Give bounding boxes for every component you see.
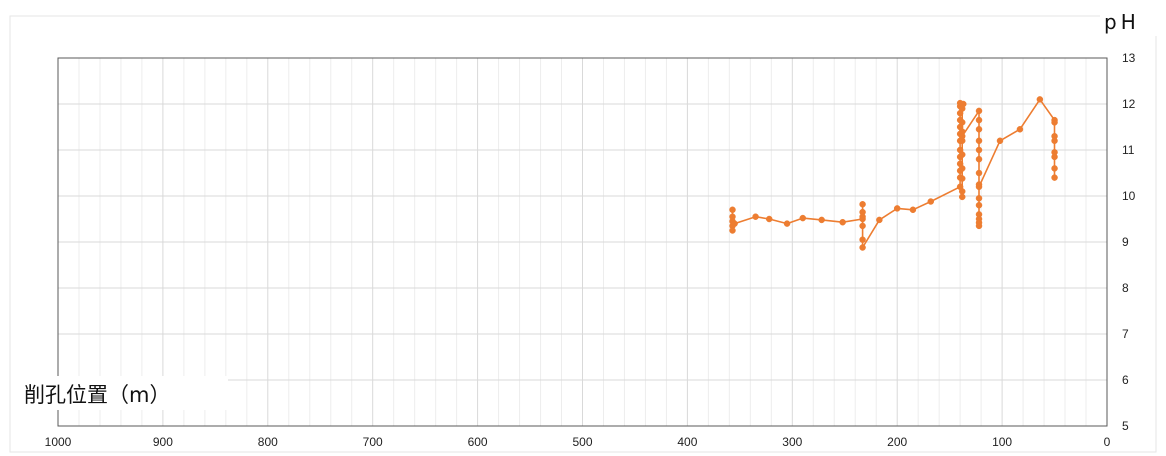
data-point	[1036, 96, 1044, 103]
data-point	[731, 220, 738, 227]
data-point	[958, 165, 966, 172]
data-point	[1051, 174, 1058, 181]
y-tick-label: 7	[1122, 327, 1129, 341]
data-point	[859, 244, 866, 251]
data-point	[975, 126, 983, 133]
data-point	[783, 220, 791, 227]
data-point	[975, 116, 983, 124]
data-point	[859, 213, 866, 220]
x-tick-label: 800	[258, 435, 278, 449]
y-axis-title: pH	[1104, 10, 1140, 34]
x-axis-title: 削孔位置（m）	[24, 383, 170, 407]
y-tick-label: 11	[1122, 143, 1135, 157]
data-point	[876, 216, 883, 224]
y-tick-label: 12	[1122, 97, 1136, 111]
y-tick-label: 6	[1122, 373, 1129, 387]
data-point	[909, 206, 917, 214]
y-tick-label: 9	[1122, 235, 1129, 249]
data-point	[765, 215, 773, 223]
data-point	[975, 155, 983, 163]
x-tick-label: 100	[992, 435, 1012, 449]
data-point	[893, 205, 901, 212]
data-point	[975, 183, 983, 191]
data-point	[927, 198, 935, 205]
data-point	[729, 206, 736, 214]
x-axis-title-background	[20, 376, 228, 410]
data-point	[975, 137, 983, 145]
data-point	[859, 236, 866, 243]
data-point	[839, 218, 846, 226]
x-tick-label: 300	[782, 435, 802, 449]
data-point	[958, 119, 966, 126]
grid-layer	[9, 15, 1157, 453]
data-point	[975, 169, 983, 177]
x-tick-label: 200	[887, 435, 907, 449]
data-point	[958, 188, 966, 195]
x-tick-label: 600	[468, 435, 488, 449]
data-point	[975, 201, 983, 209]
x-tick-label: 900	[153, 435, 173, 449]
data-point	[958, 132, 966, 140]
y-axis-title-background	[1100, 2, 1164, 36]
x-tick-label: 700	[363, 435, 383, 449]
data-point	[1051, 119, 1058, 126]
plot-frame	[57, 57, 1108, 427]
x-tick-label: 400	[677, 435, 697, 449]
data-point	[729, 227, 736, 234]
tick-layer: 1000 900 800 700 600 500 400 300 200 100 056789101…	[45, 51, 1136, 449]
data-point	[1051, 165, 1058, 172]
data-point	[975, 107, 983, 115]
data-point	[996, 137, 1004, 145]
data-point	[818, 216, 825, 224]
data-point	[752, 213, 759, 220]
y-tick-label: 13	[1122, 51, 1136, 65]
data-point	[1016, 126, 1024, 133]
data-point	[1051, 153, 1058, 161]
series-line	[731, 98, 1056, 249]
data-point	[958, 175, 966, 182]
data-point	[958, 193, 966, 201]
x-tick-label: 1000	[45, 435, 72, 449]
data-point	[975, 195, 983, 202]
x-tick-label: 0	[1104, 435, 1111, 449]
data-point	[958, 151, 966, 158]
y-tick-label: 10	[1122, 189, 1136, 203]
data-point	[859, 201, 866, 208]
y-tick-label: 8	[1122, 281, 1129, 295]
data-point	[958, 105, 966, 112]
data-point	[859, 222, 866, 230]
y-tick-label: 5	[1122, 419, 1129, 433]
x-tick-label: 500	[572, 435, 592, 449]
data-point	[975, 146, 983, 154]
series-layer	[729, 96, 1058, 251]
data-point	[975, 222, 983, 230]
data-point	[1051, 137, 1058, 145]
data-point	[799, 214, 807, 222]
chart-area-border	[9, 15, 1157, 453]
